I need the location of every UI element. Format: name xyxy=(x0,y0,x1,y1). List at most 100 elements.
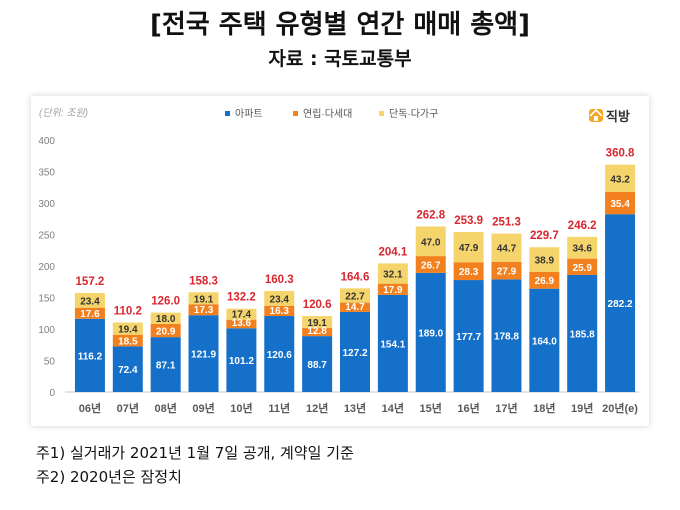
x-tick-label: 08년 xyxy=(154,401,176,415)
data-label: 44.7 xyxy=(497,244,517,255)
bar-segment-detached xyxy=(567,236,598,259)
data-label: 26.7 xyxy=(421,261,441,272)
zigbang-logo: 직방 xyxy=(589,108,630,124)
bar-segment-detached xyxy=(605,164,636,192)
legend-swatch xyxy=(379,111,384,116)
bar-segment-apartment xyxy=(74,318,105,392)
data-label: 20.9 xyxy=(156,327,176,338)
y-tick-label: 350 xyxy=(38,168,55,179)
data-label: 154.1 xyxy=(380,339,405,350)
data-label: 19.4 xyxy=(118,325,138,336)
data-label: 47.0 xyxy=(421,237,441,248)
bar-segment-detached xyxy=(377,263,408,284)
bar-segment-rowhouse xyxy=(302,328,333,337)
bar-segment-rowhouse xyxy=(112,334,143,347)
bar-segment-apartment xyxy=(302,336,333,392)
x-tick-label: 09년 xyxy=(192,401,214,415)
house-logo-icon xyxy=(589,109,603,122)
bar-segment-rowhouse xyxy=(567,258,598,275)
house-roof-icon xyxy=(589,108,603,117)
y-tick-label: 0 xyxy=(49,388,55,399)
y-tick-label: 250 xyxy=(38,231,55,242)
page-title: [전국 주택 유형별 연간 매매 총액] xyxy=(150,10,530,40)
total-label: 158.3 xyxy=(189,275,218,287)
x-tick-label: 18년 xyxy=(533,401,555,415)
data-label: 23.4 xyxy=(270,294,290,305)
bar-segment-apartment xyxy=(567,274,598,392)
data-label: 26.9 xyxy=(535,276,555,287)
x-tick-label: 14년 xyxy=(382,401,404,415)
bar-segment-detached xyxy=(453,232,484,263)
data-label: 13.6 xyxy=(232,318,252,329)
data-label: 19.1 xyxy=(307,318,327,329)
bar-segment-apartment xyxy=(188,315,219,392)
data-label: 121.9 xyxy=(191,350,216,361)
total-label: 360.8 xyxy=(606,148,635,160)
bar-segment-detached xyxy=(340,288,370,303)
data-label: 189.0 xyxy=(418,328,443,339)
data-label: 12.8 xyxy=(307,326,327,337)
data-label: 47.9 xyxy=(459,243,479,254)
total-label: 110.2 xyxy=(114,306,142,318)
data-label: 87.1 xyxy=(156,361,176,372)
bar-segment-detached xyxy=(491,233,522,262)
bar-segment-apartment xyxy=(529,288,560,392)
data-label: 127.2 xyxy=(342,348,367,359)
bar-segment-rowhouse xyxy=(529,271,560,289)
data-label: 43.2 xyxy=(610,174,630,185)
data-label: 25.9 xyxy=(572,263,592,274)
data-label: 38.9 xyxy=(535,255,555,266)
total-label: 164.6 xyxy=(341,271,370,283)
bar-segment-rowhouse xyxy=(340,302,370,312)
data-label: 88.7 xyxy=(307,360,327,371)
y-tick-label: 50 xyxy=(44,357,56,368)
bar-segment-apartment xyxy=(453,280,484,392)
y-tick-label: 150 xyxy=(38,294,55,305)
y-tick-label: 100 xyxy=(38,325,55,336)
y-tick-label: 400 xyxy=(38,136,55,147)
bar-segment-apartment xyxy=(415,272,446,392)
x-tick-label: 06년 xyxy=(79,401,101,415)
x-tick-label: 17년 xyxy=(495,401,517,415)
bar-segment-apartment xyxy=(491,279,522,392)
data-label: 16.3 xyxy=(270,306,290,317)
data-label: 177.7 xyxy=(456,332,481,343)
bar-segment-apartment xyxy=(377,294,408,392)
data-label: 17.9 xyxy=(383,285,403,296)
bar-segment-apartment xyxy=(605,214,636,392)
bar-segment-apartment xyxy=(264,316,295,392)
total-label: 229.7 xyxy=(530,230,559,242)
x-tick-label: 19년 xyxy=(571,401,593,415)
data-label: 17.3 xyxy=(194,305,214,316)
footnote-2: 주2) 2020년은 잠정치 xyxy=(36,468,182,486)
y-tick-label: 300 xyxy=(38,199,55,210)
x-tick-label: 13년 xyxy=(344,401,366,415)
data-label: 17.4 xyxy=(232,310,252,321)
total-label: 262.8 xyxy=(416,209,445,221)
data-label: 164.0 xyxy=(532,336,557,347)
x-tick-label: 16년 xyxy=(457,401,479,415)
bar-segment-detached xyxy=(264,291,295,306)
unit-label: (단위: 조원) xyxy=(39,107,88,119)
data-label: 18.5 xyxy=(118,336,138,347)
legend-swatch xyxy=(225,111,230,116)
data-label: 14.7 xyxy=(345,302,365,313)
chart-panel: (단위: 조원) 0 50 100 150 200 250 300 350 400 116.2 17… xyxy=(31,96,649,426)
total-label: 120.6 xyxy=(303,299,332,311)
data-label: 101.2 xyxy=(229,356,254,367)
bar-segment-detached xyxy=(302,316,333,329)
data-label: 34.6 xyxy=(572,244,592,255)
total-label: 253.9 xyxy=(454,215,483,227)
legend-label: 아파트 xyxy=(235,108,263,120)
x-tick-label: 07년 xyxy=(117,401,139,415)
bar-segment-detached xyxy=(74,292,105,308)
data-label: 27.9 xyxy=(497,267,517,278)
bar-segment-rowhouse xyxy=(377,283,408,295)
data-label: 19.1 xyxy=(194,294,214,305)
y-tick-label: 200 xyxy=(38,262,55,273)
bar-segment-apartment xyxy=(112,346,143,392)
x-tick-label: 10년 xyxy=(230,401,252,415)
x-tick-label: 15년 xyxy=(420,401,442,415)
legend-label: 연립·다세대 xyxy=(303,107,352,120)
bar-segment-detached xyxy=(150,312,181,324)
